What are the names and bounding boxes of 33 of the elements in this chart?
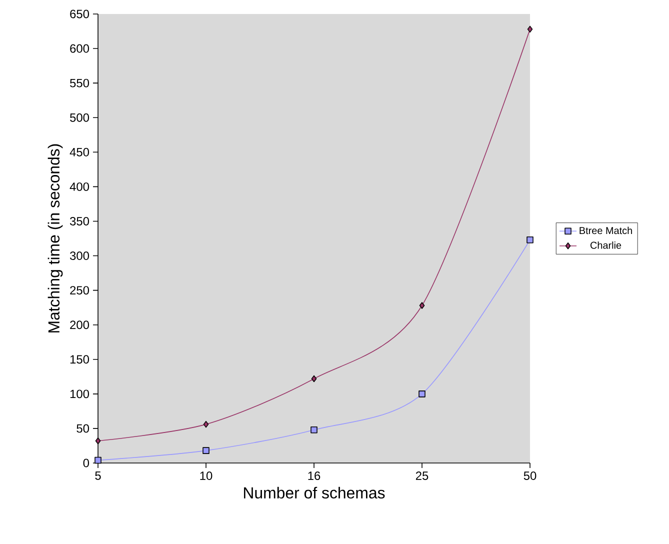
point [419, 302, 425, 309]
y-tick-label: 50 [76, 424, 90, 433]
point [95, 437, 101, 444]
y-tick-label: 600 [70, 44, 90, 53]
y-tick-label: 150 [70, 355, 90, 364]
point [311, 375, 317, 382]
point [418, 390, 426, 398]
point [526, 236, 534, 244]
y-tick-label: 300 [70, 252, 90, 260]
x-tick-label: 5 [95, 472, 101, 480]
x-tick-label: 25 [416, 472, 428, 480]
point [310, 426, 318, 434]
point [203, 420, 209, 428]
y-axis-title: Matching time (in seconds) [48, 144, 63, 332]
y-tick-label: 450 [70, 148, 90, 156]
y-tick-label: 400 [70, 182, 90, 191]
y-tick-label: 200 [70, 320, 90, 330]
y-tick-label: 0 [83, 458, 90, 468]
y-tick-label: 350 [70, 217, 90, 226]
y-tick-label: 250 [70, 286, 90, 295]
x-tick-label: 16 [308, 472, 320, 480]
point [94, 456, 102, 464]
legend-label: Btree Match [580, 226, 632, 234]
point [202, 447, 210, 454]
legend-label: Charlie [590, 241, 622, 249]
point [527, 26, 533, 33]
x-tick-label: 10 [200, 472, 212, 480]
y-tick-label: 550 [70, 78, 90, 88]
y-tick-label: 100 [70, 390, 90, 398]
y-tick-label: 650 [70, 10, 90, 18]
x-tick-label: 50 [524, 472, 536, 480]
x-axis-title: Number of schemas [244, 486, 385, 499]
y-tick-label: 500 [70, 113, 90, 122]
